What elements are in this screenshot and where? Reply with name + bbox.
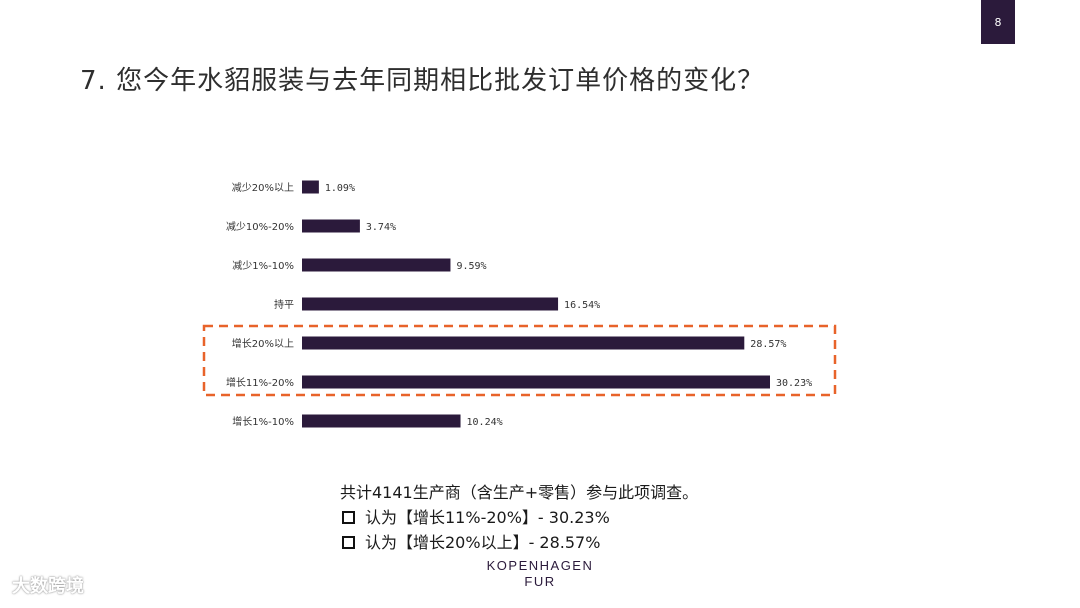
data-label: 10.24% [467,417,503,428]
bar [302,414,461,428]
bar [302,258,451,272]
summary-bullet-2: 认为【增长20%以上】- 28.57% [340,530,698,555]
data-label: 28.57% [750,339,786,350]
highlight-box [202,324,837,397]
bar [302,219,360,233]
category-label: 增长20%以上 [232,337,294,350]
bar [302,180,319,194]
kopenhagen-fur-logo: KOPENHAGEN FUR [470,558,610,590]
bullet-text-2: 认为【增长20%以上】- 28.57% [365,533,601,552]
page-number: 8 [981,0,1015,44]
bullet-text-1: 认为【增长11%-20%】- 30.23% [365,508,610,527]
slide-title: 7. 您今年水貂服装与去年同期相比批发订单价格的变化？ [80,66,765,96]
category-label: 持平 [274,298,294,311]
category-label: 减少10%-20% [226,221,294,233]
data-label: 30.23% [776,378,812,389]
watermark: 大数跨境 [12,572,84,598]
logo-line-2: FUR [524,574,556,589]
category-label: 减少1%-10% [232,260,294,272]
summary-bullet-1: 认为【增长11%-20%】- 30.23% [340,505,698,530]
data-label: 9.59% [456,261,486,272]
data-label: 1.09% [325,183,355,194]
data-label: 3.74% [366,222,396,233]
category-label: 增长11%-20% [226,376,294,389]
checkbox-icon [342,511,355,524]
watermark-text: 大数跨境 [12,576,84,597]
checkbox-icon [342,536,355,549]
category-label: 减少20%以上 [232,182,294,194]
category-label: 增长1%-10% [232,415,294,428]
summary-text: 共计4141生产商（含生产+零售）参与此项调查。 [340,483,699,502]
bar [302,375,770,389]
logo-line-1: KOPENHAGEN [486,558,594,573]
bar [302,336,745,350]
data-label: 16.54% [564,300,600,311]
bar [302,297,559,311]
survey-summary: 共计4141生产商（含生产+零售）参与此项调查。 认为【增长11%-20%】- … [340,480,698,555]
